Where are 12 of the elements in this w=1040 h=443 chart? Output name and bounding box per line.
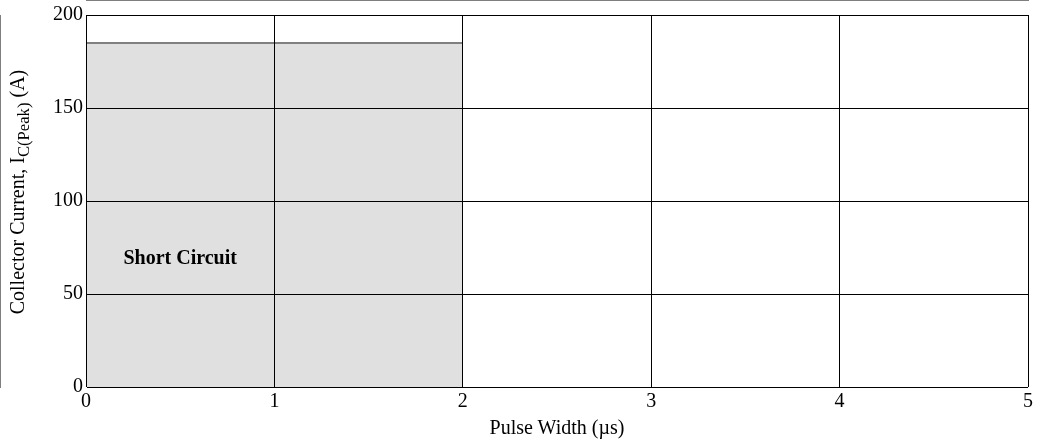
y-tick-label: 150 <box>53 95 83 118</box>
x-tick-label: 1 <box>269 389 280 412</box>
y-tick-label: 50 <box>63 281 83 304</box>
x-tick-label: 2 <box>457 389 468 412</box>
x-axis-title: Pulse Width (µs) <box>489 416 625 440</box>
annotation: Short Circuit <box>123 245 237 269</box>
y-tick-label: 200 <box>53 2 83 25</box>
y-tick-label: 0 <box>73 374 83 397</box>
x-tick-label: 5 <box>1023 389 1033 412</box>
y-tick-label: 100 <box>53 188 83 211</box>
x-tick-label: 3 <box>646 389 657 412</box>
x-tick-label: 4 <box>834 389 845 412</box>
